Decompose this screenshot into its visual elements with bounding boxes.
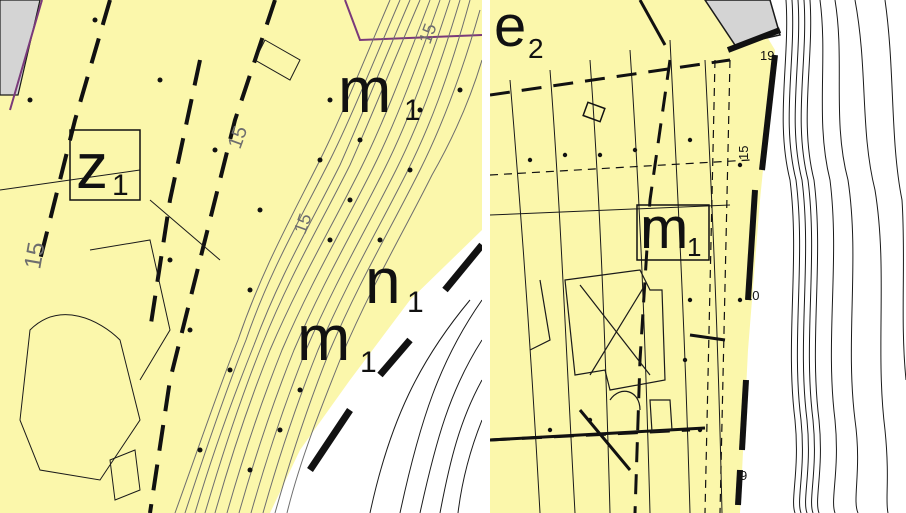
svg-text:1: 1	[407, 286, 424, 319]
plan-thin-lines	[0, 39, 301, 501]
zone-label-m1-top: m 1	[338, 54, 421, 127]
svg-text:1: 1	[687, 232, 701, 262]
zone-label-e2: e 2	[494, 0, 544, 64]
svg-text:z: z	[76, 130, 108, 202]
outside-area	[290, 240, 482, 513]
spot-number: 19	[760, 48, 774, 63]
plan-thin-dashed	[490, 59, 751, 513]
svg-text:n: n	[365, 245, 401, 317]
panel-divider	[482, 0, 490, 513]
point-markers	[527, 137, 743, 433]
plot-boundary	[9, 0, 482, 111]
svg-text:1: 1	[112, 169, 129, 202]
zone-label-box	[636, 204, 710, 261]
building-outline	[529, 269, 673, 433]
map-canvas-right: 19 15 10 9 e 2 m 1	[490, 0, 906, 513]
map-canvas-left: 15 15 15 15 z 1 m 1 n 1 m 1	[0, 0, 482, 513]
map-panel-right: 19 15 10 9 e 2 m 1	[490, 0, 906, 513]
svg-text:1: 1	[404, 94, 421, 127]
spot-number: 10	[745, 288, 759, 303]
zone-label-n1: n 1	[365, 245, 424, 319]
contour-lines-outside	[369, 299, 482, 513]
zone-label-z1: z 1	[76, 130, 129, 202]
building-footprint	[704, 0, 781, 46]
contour-lines-grey	[174, 0, 482, 513]
map-panel-left: 15 15 15 15 z 1 m 1 n 1 m 1	[0, 0, 482, 513]
zone-label-box	[69, 129, 141, 201]
svg-text:e: e	[494, 0, 526, 59]
boundary-dashes	[726, 27, 782, 506]
zoning-area	[490, 0, 775, 513]
svg-text:m: m	[640, 196, 688, 261]
zone-label-m1: m 1	[640, 196, 701, 262]
svg-text:1: 1	[360, 346, 377, 379]
plan-dashed-lines	[38, 0, 277, 513]
building-footprint	[0, 0, 41, 96]
contour-lines-inner	[490, 39, 731, 513]
contour-lines-outside	[782, 0, 906, 513]
contour-number: 15	[19, 240, 50, 271]
svg-text:m: m	[338, 54, 391, 126]
point-markers	[27, 17, 463, 473]
spot-number: 15	[736, 146, 751, 160]
svg-text:m: m	[297, 302, 350, 374]
boundary-dashes	[307, 242, 482, 472]
spot-number: 9	[740, 468, 747, 483]
zone-label-m1-bottom: m 1	[297, 302, 377, 379]
small-symbol	[582, 101, 606, 123]
svg-text:2: 2	[528, 33, 544, 64]
zoning-area	[0, 0, 482, 513]
